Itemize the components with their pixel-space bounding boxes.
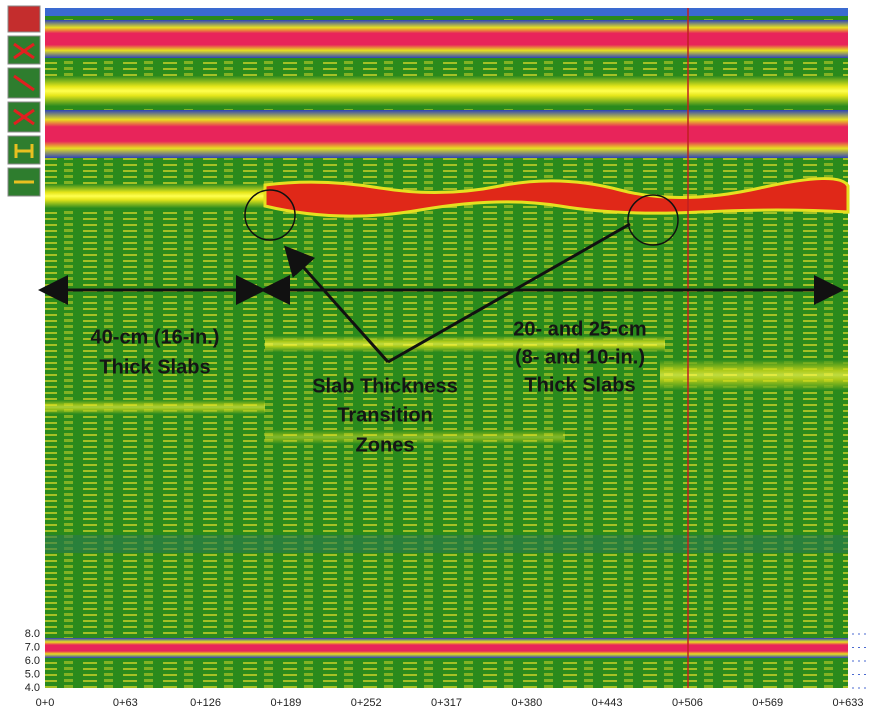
x-axis-label: 0+443 [592, 697, 623, 709]
annotation-text: Slab Thickness [312, 375, 458, 397]
depth-label: 6.0 [25, 655, 40, 667]
annotation-text: (8- and 10-in.) [515, 346, 645, 368]
x-axis-label: 0+189 [270, 697, 301, 709]
annotation-text: Zones [356, 434, 415, 456]
depth-label: 4.0 [25, 682, 40, 694]
x-axis-label: 0+63 [113, 697, 138, 709]
x-axis-label: 0+252 [351, 697, 382, 709]
depth-label: 8.0 [25, 628, 40, 640]
depth-label: 5.0 [25, 668, 40, 680]
annotations: 40-cm (16-in.) Thick Slabs Slab Thicknes… [38, 189, 844, 456]
axes: 0+0 0+63 0+126 0+189 0+252 0+317 0+380 0+443 0+5… [25, 628, 870, 709]
x-axis-label: 0+126 [190, 697, 221, 709]
depth-label: 7.0 [25, 641, 40, 653]
toolbar [7, 5, 41, 197]
x-axis-label: 0+0 [36, 697, 55, 709]
annotation-text: Transition [337, 404, 433, 426]
annotation-text: 20- and 25-cm [513, 318, 646, 340]
annotation-text: 40-cm (16-in.) [91, 326, 220, 348]
x-axis-label: 0+633 [833, 697, 864, 709]
x-axis-label: 0+569 [752, 697, 783, 709]
tool-button[interactable] [7, 5, 41, 33]
x-axis-label: 0+380 [511, 697, 542, 709]
radargram [45, 8, 850, 688]
x-axis-label: 0+317 [431, 697, 462, 709]
x-axis-label: 0+506 [672, 697, 703, 709]
annotation-text: Thick Slabs [524, 374, 635, 396]
annotation-text: Thick Slabs [99, 356, 210, 378]
